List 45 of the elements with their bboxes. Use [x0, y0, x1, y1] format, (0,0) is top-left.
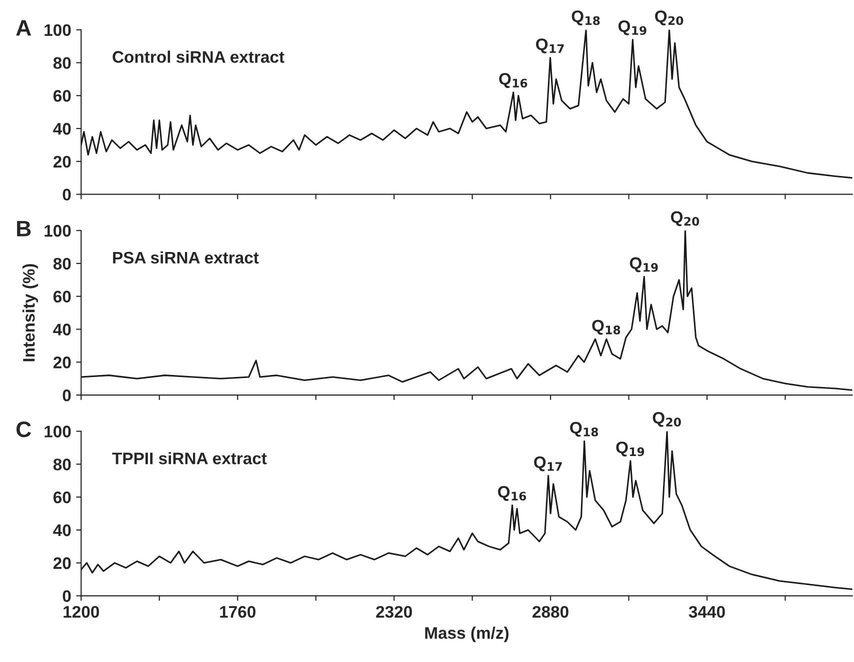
text: B [17, 220, 31, 236]
text: A [16, 20, 32, 36]
y-tick-label: 60 [53, 491, 71, 504]
y-tick-label: 100 [44, 24, 71, 36]
annotation: Q$_{17}$ [534, 456, 562, 472]
y-tick-label: 20 [53, 557, 71, 570]
y-tick-label: 100 [44, 224, 71, 237]
y-tick-label: 0 [62, 590, 71, 602]
x-tick-label: 2320 [376, 606, 412, 618]
y-tick-label: 40 [53, 524, 71, 536]
y-tick-label: 80 [53, 458, 71, 470]
annotation: Q$_{18}$ [592, 320, 620, 335]
y-tick-label: 20 [53, 156, 71, 168]
x-tick-label: 1760 [220, 606, 256, 618]
y-tick-label: 80 [53, 57, 71, 69]
line-series [81, 230, 852, 391]
annotation: Q$_{19}$ [616, 442, 644, 457]
text: TPPII siRNA extract [112, 452, 267, 464]
annotation: Q$_{20}$ [670, 211, 700, 226]
annotation: Q$_{19}$ [630, 257, 658, 272]
y-tick-label: 0 [62, 389, 71, 402]
y-tick-label: 0 [62, 188, 71, 201]
y-tick-label: 80 [53, 258, 71, 270]
annotation: Q$_{20}$ [655, 10, 684, 26]
annotation: Q$_{20}$ [652, 412, 681, 427]
annotation: Q$_{16}$ [498, 486, 526, 501]
y-tick-label: 60 [53, 90, 71, 102]
y-tick-label: 40 [53, 324, 71, 336]
annotation: Q$_{16}$ [499, 73, 528, 88]
y-tick-label: 40 [53, 122, 71, 135]
y-tick-label: 60 [53, 290, 71, 303]
annotation: Q$_{19}$ [618, 20, 646, 36]
annotation: Q$_{17}$ [536, 38, 564, 54]
x-tick-label: 3440 [688, 606, 725, 618]
text: PSA siRNA extract [113, 251, 259, 264]
y-tick-label: 100 [44, 426, 71, 438]
text: Control siRNA extract [112, 50, 284, 63]
x-axis-title: Mass (m/z) [425, 626, 508, 642]
annotation: Q$_{18}$ [572, 10, 600, 26]
x-tick-label: 2880 [532, 606, 568, 618]
text: C [16, 421, 32, 438]
x-tick-label: 1200 [64, 606, 99, 618]
y-axis-title: Intensity (%) [22, 264, 38, 362]
annotation: Q$_{18}$ [570, 422, 598, 437]
y-tick-label: 20 [53, 356, 71, 368]
